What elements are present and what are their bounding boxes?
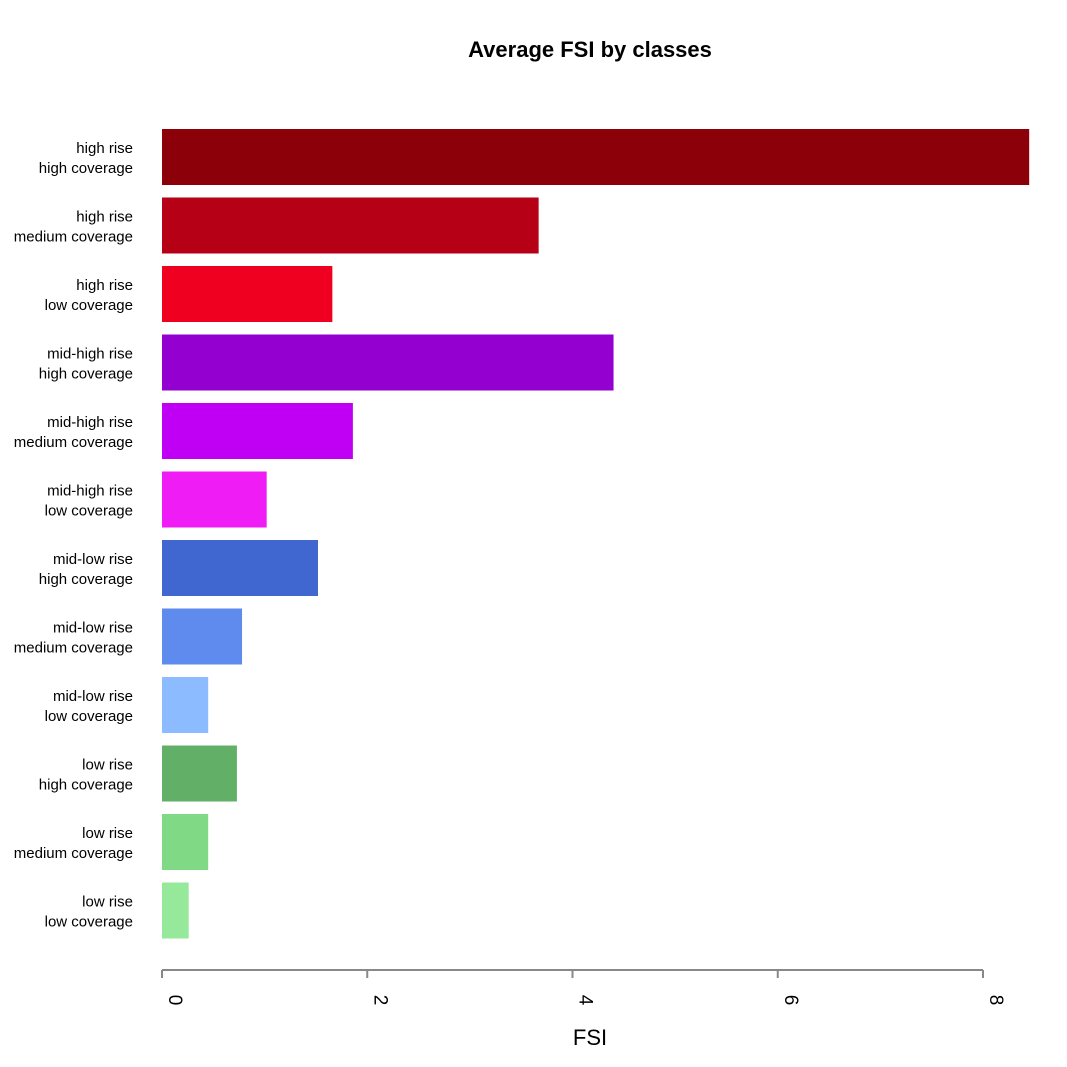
category-label-line: high coverage [39, 571, 133, 588]
category-label-7: mid-low rise medium coverage [14, 620, 133, 657]
category-label-line: mid-low rise [53, 551, 133, 568]
category-label-line: low rise [82, 757, 133, 774]
bar-2 [162, 266, 333, 322]
bar-7 [162, 608, 243, 665]
bar-3 [162, 334, 614, 391]
category-label-8: mid-low rise low coverage [45, 688, 133, 725]
category-label-line: high rise [76, 277, 133, 294]
category-label-3: mid-high rise high coverage [39, 346, 133, 383]
bar-5 [162, 471, 267, 528]
category-label-line: low rise [82, 825, 133, 842]
bar-4 [162, 403, 353, 459]
category-label-line: low coverage [45, 503, 133, 520]
bars-group [162, 129, 1030, 939]
bar-0 [162, 129, 1030, 185]
category-label-line: low rise [82, 894, 133, 911]
category-label-line: low coverage [45, 914, 133, 931]
x-tick-label-3: 6 [780, 995, 801, 1006]
category-label-2: high rise low coverage [45, 277, 133, 314]
category-label-5: mid-high rise low coverage [45, 483, 133, 520]
category-label-line: mid-high rise [47, 414, 133, 431]
category-label-line: high coverage [39, 366, 133, 383]
category-label-line: low coverage [45, 708, 133, 725]
category-label-line: high rise [76, 209, 133, 226]
category-label-line: medium coverage [14, 845, 133, 862]
category-label-line: low coverage [45, 297, 133, 314]
category-label-6: mid-low rise high coverage [39, 551, 133, 588]
x-tick-label-1: 2 [369, 995, 390, 1006]
x-tick-label-0: 0 [164, 995, 185, 1006]
category-label-line: high coverage [39, 777, 133, 794]
category-label-9: low rise high coverage [39, 757, 133, 794]
bar-8 [162, 677, 209, 733]
category-label-line: mid-high rise [47, 483, 133, 500]
category-label-line: high coverage [39, 160, 133, 177]
category-label-0: high rise high coverage [39, 140, 133, 177]
category-labels-group: high rise high coverage high rise medium co… [14, 140, 133, 931]
bar-10 [162, 814, 209, 870]
category-label-line: mid-low rise [53, 688, 133, 705]
category-label-10: low rise medium coverage [14, 825, 133, 862]
bar-1 [162, 197, 539, 254]
chart-title: Average FSI by classes [468, 37, 712, 62]
category-label-line: mid-low rise [53, 620, 133, 637]
category-label-line: medium coverage [14, 229, 133, 246]
category-label-4: mid-high rise medium coverage [14, 414, 133, 451]
x-ticks-group: 0 2 4 6 8 [161, 970, 1006, 1006]
x-axis-title: FSI [573, 1025, 607, 1050]
x-tick-label-2: 4 [575, 995, 596, 1006]
category-label-line: mid-high rise [47, 346, 133, 363]
bar-9 [162, 745, 237, 802]
category-label-line: high rise [76, 140, 133, 157]
category-label-line: medium coverage [14, 434, 133, 451]
x-axis: 0 2 4 6 8 [161, 969, 1006, 1006]
category-label-line: medium coverage [14, 640, 133, 657]
bar-11 [162, 882, 189, 939]
x-tick-label-4: 8 [985, 995, 1006, 1006]
bar-6 [162, 540, 318, 596]
category-label-11: low rise low coverage [45, 894, 133, 931]
category-label-1: high rise medium coverage [14, 209, 133, 246]
